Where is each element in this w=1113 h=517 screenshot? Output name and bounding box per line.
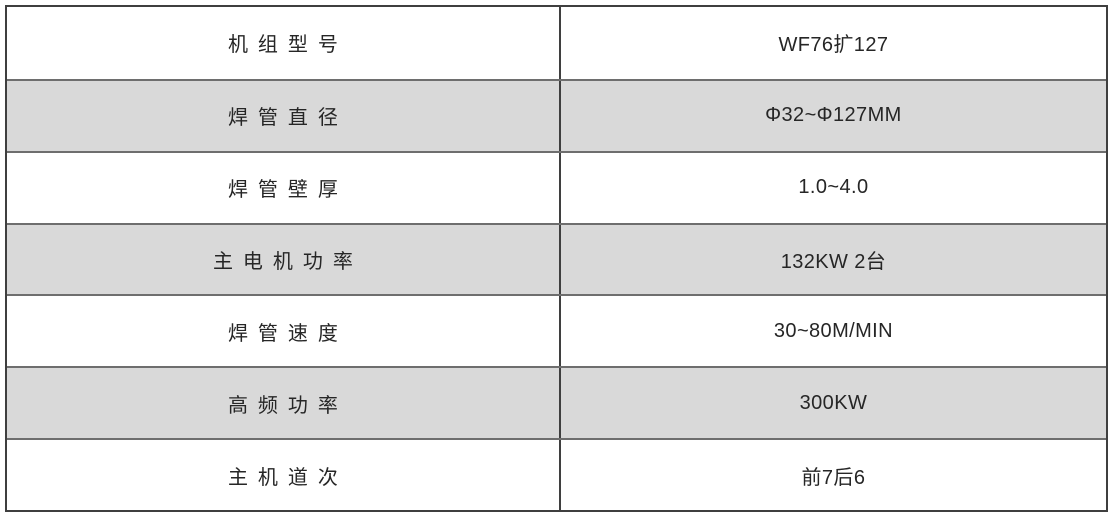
row-parameter-label: 机组型号 [7,7,561,79]
row-parameter-value: 300KW [799,391,868,414]
row-parameter-label: 焊管壁厚 [7,152,561,223]
row-parameter-label: 主机道次 [7,440,561,510]
table-row: 高频功率 300KW [7,366,1106,439]
row-parameter-label: 焊管速度 [7,296,561,367]
table-row: 主机道次 前7后6 [7,438,1106,510]
row-parameter-value: 132KW 2台 [780,250,887,273]
row-parameter-value: 前7后6 [801,466,866,489]
table-row: 焊管速度 30~80M/MIN [7,294,1106,367]
row-parameter-label: 焊管直径 [7,80,561,151]
row-parameter-value: 1.0~4.0 [798,176,869,199]
table-row: 焊管壁厚 1.0~4.0 [7,150,1106,223]
row-parameter-value: 30~80M/MIN [773,319,893,342]
row-parameter-value: Φ32~Φ127MM [765,104,902,127]
row-parameter-value: WF76扩127 [778,34,889,57]
spec-table: 机组型号 WF76扩127 焊管直径 Φ32~Φ127MM 焊管壁厚 1.0~4… [5,5,1108,512]
row-parameter-label: 主电机功率 [7,224,561,295]
table-row: 机组型号 WF76扩127 [7,7,1106,79]
table-row: 主电机功率 132KW 2台 [7,222,1106,295]
row-parameter-label: 高频功率 [7,368,561,439]
table-row: 焊管直径 Φ32~Φ127MM [7,78,1106,151]
